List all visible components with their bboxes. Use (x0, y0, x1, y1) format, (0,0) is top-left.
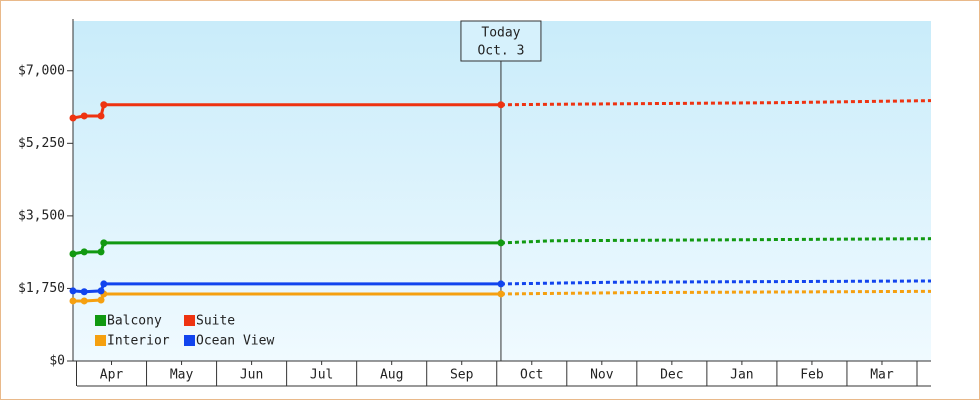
x-tick-label: Apr (100, 368, 124, 383)
legend-label: Balcony (107, 314, 162, 329)
point (97, 287, 105, 295)
point (80, 297, 88, 305)
forecast-line (500, 289, 932, 296)
x-tick-label: Jun (240, 368, 263, 383)
legend-swatch (95, 315, 106, 326)
point (80, 248, 88, 256)
point (97, 112, 105, 120)
point (497, 239, 505, 247)
forecast-line (500, 99, 932, 107)
point (80, 112, 88, 120)
point (97, 248, 105, 256)
point (97, 296, 105, 304)
point (497, 290, 505, 298)
legend-label: Ocean View (196, 334, 274, 349)
point (80, 288, 88, 296)
x-tick-label: Nov (590, 368, 614, 383)
today-label: Oct. 3 (477, 44, 524, 59)
x-tick-label: Feb (800, 368, 824, 383)
point (69, 297, 77, 305)
point (100, 280, 108, 288)
forecast-line (500, 279, 932, 286)
point (497, 280, 505, 288)
point (100, 239, 108, 247)
y-tick-label: $0 (49, 354, 65, 369)
point (497, 101, 505, 109)
x-tick-label: Oct (520, 368, 543, 383)
y-tick-label: $7,000 (18, 63, 65, 78)
y-tick-label: $3,500 (18, 208, 65, 223)
plot-area (73, 21, 931, 361)
y-tick-label: $1,750 (18, 281, 65, 296)
x-tick-label: May (170, 368, 194, 383)
point (100, 101, 108, 109)
legend-swatch (95, 335, 106, 346)
legend-label: Suite (196, 314, 235, 329)
legend-swatch (184, 335, 195, 346)
x-tick-label: Aug (380, 368, 403, 383)
x-tick-label: Mar (870, 368, 894, 383)
today-box (460, 20, 542, 62)
x-tick-label: Jul (310, 368, 333, 383)
point (69, 114, 77, 122)
x-tick-label: Dec (660, 368, 683, 383)
point (69, 287, 77, 295)
legend-label: Interior (107, 334, 170, 349)
x-tick-label: Jan (730, 368, 753, 383)
today-label: Today (481, 26, 520, 41)
point (69, 250, 77, 258)
forecast-line (500, 237, 932, 245)
legend-swatch (184, 315, 195, 326)
x-tick-label: Sep (450, 368, 474, 383)
y-tick-label: $5,250 (18, 136, 65, 151)
